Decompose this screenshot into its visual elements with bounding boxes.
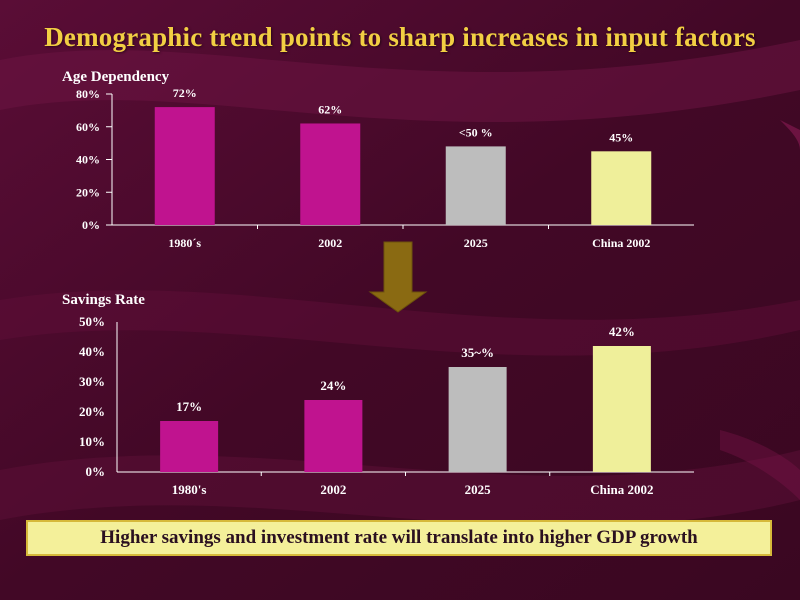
savings-rate-bar — [304, 400, 363, 472]
age-dependency-category-label: 1980´s — [168, 236, 201, 250]
savings-rate-y-tick-label: 40% — [79, 344, 105, 359]
age-dependency-bar — [300, 123, 361, 225]
savings-rate-data-label: 35~% — [461, 345, 494, 360]
savings-rate-bar — [592, 346, 651, 472]
age-dependency-bar — [154, 107, 215, 225]
conclusion-banner: Higher savings and investment rate will … — [26, 520, 772, 556]
age-dependency-data-label: <50 % — [459, 125, 493, 139]
savings-rate-y-tick-label: 20% — [79, 404, 105, 419]
age-dependency-category-label: 2002 — [318, 236, 342, 250]
savings-rate-bar — [448, 367, 507, 472]
age-dependency-y-tick-label: 60% — [76, 120, 100, 134]
savings-rate-category-label: 2002 — [320, 482, 346, 497]
savings-rate-y-tick-label: 50% — [79, 314, 105, 329]
age-dependency-y-tick-label: 40% — [76, 153, 100, 167]
age-dependency-data-label: 45% — [609, 130, 633, 144]
savings-rate-data-label: 24% — [320, 378, 346, 393]
savings-rate-data-label: 42% — [609, 324, 635, 339]
age-dependency-data-label: 72% — [173, 86, 197, 100]
age-dependency-bar — [591, 151, 652, 225]
age-dependency-y-tick-label: 80% — [76, 87, 100, 101]
savings-rate-data-label: 17% — [176, 399, 202, 414]
savings-rate-bar — [160, 421, 219, 472]
savings-rate-category-label: 1980's — [172, 482, 207, 497]
savings-rate-y-tick-label: 30% — [79, 374, 105, 389]
savings-rate-y-tick-label: 10% — [79, 434, 105, 449]
savings-rate-chart: Savings Rate 0% 10% 20% 30% 40% 50% 1980's 17% 2… — [62, 292, 694, 497]
age-dependency-y-tick-label: 20% — [76, 185, 100, 199]
age-dependency-chart: Age Dependency 0% 20% 40% 60% 80% 1980´s 72% 20… — [62, 69, 694, 250]
age-dependency-data-label: 62% — [318, 102, 342, 116]
down-arrow-icon — [368, 241, 428, 313]
age-dependency-y-tick-label: 0% — [82, 218, 100, 232]
age-dependency-bar — [445, 146, 506, 225]
age-dependency-category-label: China 2002 — [592, 236, 650, 250]
age-dependency-category-label: 2025 — [464, 236, 488, 250]
slide-title: Demographic trend points to sharp increa… — [44, 22, 756, 52]
age-dependency-chart-title: Age Dependency — [62, 69, 170, 85]
savings-rate-chart-title: Savings Rate — [62, 292, 145, 308]
savings-rate-category-label: 2025 — [465, 482, 492, 497]
savings-rate-y-tick-label: 0% — [86, 464, 106, 479]
savings-rate-category-label: China 2002 — [590, 482, 653, 497]
